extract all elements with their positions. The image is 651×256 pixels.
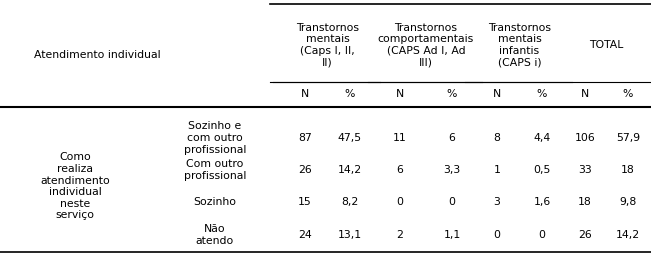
Text: 15: 15 [298,197,312,207]
Text: 18: 18 [578,197,592,207]
Text: 9,8: 9,8 [619,197,637,207]
Text: Sozinho e
com outro
profissional: Sozinho e com outro profissional [184,121,246,155]
Text: N: N [581,89,589,99]
Text: Atendimento individual: Atendimento individual [34,50,160,60]
Text: Como
realiza
atendimento
individual
neste
serviço: Como realiza atendimento individual nest… [40,153,110,220]
Text: %: % [345,89,355,99]
Text: 1,1: 1,1 [443,230,461,240]
Text: %: % [623,89,633,99]
Text: Transtornos
mentais
infantis
(CAPS i): Transtornos mentais infantis (CAPS i) [488,23,551,67]
Text: 14,2: 14,2 [616,230,640,240]
Text: 1: 1 [493,165,501,175]
Text: N: N [396,89,404,99]
Text: 6: 6 [396,165,404,175]
Text: 0: 0 [396,197,404,207]
Text: 106: 106 [575,133,596,143]
Text: 8,2: 8,2 [341,197,359,207]
Text: 14,2: 14,2 [338,165,362,175]
Text: Transtornos
comportamentais
(CAPS Ad I, Ad
III): Transtornos comportamentais (CAPS Ad I, … [378,23,474,67]
Text: 2: 2 [396,230,404,240]
Text: 3: 3 [493,197,501,207]
Text: Sozinho: Sozinho [193,197,236,207]
Text: 0: 0 [449,197,456,207]
Text: 3,3: 3,3 [443,165,461,175]
Text: 26: 26 [578,230,592,240]
Text: 87: 87 [298,133,312,143]
Text: 0: 0 [493,230,501,240]
Text: 57,9: 57,9 [616,133,640,143]
Text: N: N [493,89,501,99]
Text: Não
atendo: Não atendo [196,224,234,246]
Text: %: % [447,89,457,99]
Text: Transtornos
mentais
(Caps I, II,
II): Transtornos mentais (Caps I, II, II) [296,23,359,67]
Text: 33: 33 [578,165,592,175]
Text: 4,4: 4,4 [533,133,551,143]
Text: 47,5: 47,5 [338,133,362,143]
Text: TOTAL: TOTAL [589,40,624,50]
Text: Com outro
profissional: Com outro profissional [184,159,246,181]
Text: 24: 24 [298,230,312,240]
Text: 0,5: 0,5 [533,165,551,175]
Text: N: N [301,89,309,99]
Text: 11: 11 [393,133,407,143]
Text: %: % [537,89,547,99]
Text: 8: 8 [493,133,501,143]
Text: 18: 18 [621,165,635,175]
Text: 1,6: 1,6 [533,197,551,207]
Text: 0: 0 [538,230,546,240]
Text: 26: 26 [298,165,312,175]
Text: 6: 6 [449,133,456,143]
Text: 13,1: 13,1 [338,230,362,240]
